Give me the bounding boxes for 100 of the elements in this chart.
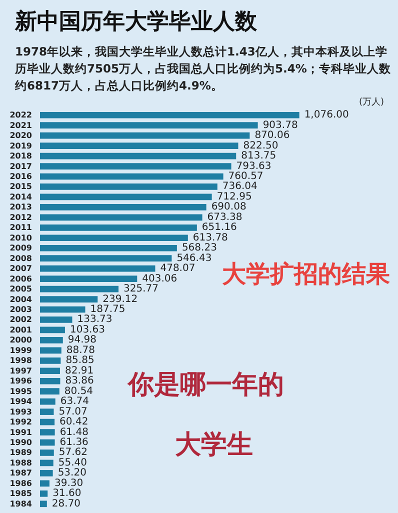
bar (40, 408, 54, 415)
bar (40, 255, 172, 262)
data-label: 613.78 (192, 232, 228, 244)
data-label: 478.07 (160, 263, 196, 274)
data-label: 239.12 (102, 294, 138, 305)
bar (40, 152, 236, 160)
data-label: 39.30 (54, 478, 84, 489)
bar (40, 184, 218, 190)
data-label: 61.36 (60, 437, 88, 448)
y-tick-label: 2002 (10, 315, 32, 324)
y-tick-label: 2019 (10, 141, 32, 150)
y-tick-label: 2004 (10, 294, 32, 304)
data-label: 822.50 (243, 140, 278, 152)
y-tick-label: 1998 (10, 356, 32, 366)
y-tick-label: 1999 (10, 346, 32, 355)
data-label: 85.85 (66, 355, 94, 366)
bar (40, 234, 188, 242)
data-label: 813.75 (241, 150, 276, 162)
bar (40, 470, 53, 476)
data-label: 82.91 (64, 365, 94, 376)
y-tick-label: 1993 (10, 407, 32, 416)
bar (40, 173, 224, 180)
bar (40, 316, 72, 323)
y-tick-label: 1997 (10, 366, 32, 376)
y-tick-label: 1986 (10, 478, 32, 488)
y-tick-label: 2010 (10, 233, 32, 242)
bar (40, 142, 238, 149)
bar (40, 276, 138, 282)
bar (40, 244, 177, 252)
y-tick-label: 2007 (10, 264, 32, 274)
data-label: 83.86 (65, 376, 94, 387)
bar (40, 286, 119, 292)
bar (40, 204, 206, 210)
data-label: 31.60 (52, 488, 82, 500)
bar (40, 418, 55, 426)
data-label: 870.06 (254, 130, 290, 142)
y-tick-label: 2018 (10, 152, 32, 161)
data-label: 673.38 (207, 212, 242, 223)
data-label: 568.23 (182, 242, 217, 254)
data-label: 88.78 (66, 344, 96, 356)
bar (40, 214, 202, 221)
data-label: 760.57 (228, 171, 264, 182)
y-tick-label: 2020 (10, 131, 32, 140)
y-tick-label: 2021 (10, 120, 32, 130)
data-label: 325.77 (124, 284, 159, 295)
bar (40, 122, 258, 129)
bar (40, 194, 212, 200)
bar (40, 429, 55, 436)
bar (40, 388, 60, 395)
data-label: 80.54 (64, 386, 94, 397)
y-tick-label: 1985 (10, 489, 32, 498)
bar (40, 132, 250, 139)
y-tick-label: 2009 (10, 244, 32, 253)
bar (40, 337, 63, 344)
y-tick-label: 1995 (10, 386, 32, 396)
bar (40, 480, 50, 487)
y-tick-label: 1994 (10, 397, 32, 406)
annotation: 大学扩招的结果 (222, 260, 390, 288)
bar (40, 450, 54, 456)
y-tick-label: 1990 (10, 438, 32, 447)
y-tick-label: 2006 (10, 274, 32, 284)
data-label: 1,076.00 (304, 110, 349, 121)
annotation: 大学生 (175, 430, 253, 460)
bar (40, 378, 60, 384)
data-label: 187.75 (90, 304, 126, 315)
y-tick-label: 2013 (10, 202, 32, 212)
y-tick-label: 2011 (10, 223, 32, 232)
y-tick-label: 1987 (10, 468, 32, 478)
y-tick-label: 2016 (10, 172, 32, 181)
bar (40, 368, 60, 374)
bar (40, 439, 55, 446)
bar (40, 357, 61, 364)
data-label: 28.70 (52, 498, 81, 510)
bar (40, 112, 300, 118)
data-label: 94.98 (68, 334, 97, 346)
data-label: 61.48 (60, 426, 88, 438)
data-label: 63.74 (60, 396, 89, 408)
data-label: 57.07 (58, 406, 88, 418)
y-tick-label: 2014 (10, 192, 32, 202)
y-tick-label: 1996 (10, 376, 32, 386)
y-tick-label: 2005 (10, 284, 32, 294)
chart-title: 新中国历年大学毕业人数 (14, 8, 258, 34)
bar (40, 163, 232, 170)
y-tick-label: 1989 (10, 448, 32, 458)
y-tick-label: 1991 (10, 428, 32, 437)
y-tick-label: 1984 (10, 499, 32, 508)
y-tick-label: 2015 (10, 182, 32, 192)
bar (40, 224, 197, 231)
data-label: 546.43 (176, 252, 212, 264)
data-label: 736.04 (222, 181, 258, 192)
data-label: 690.08 (211, 202, 246, 213)
bar (40, 306, 86, 313)
y-tick-label: 2022 (10, 110, 32, 120)
chart-subtitle: 1978年以来，我国大学生毕业人数总计1.43亿人，其中本科及以上学历毕业人数约7505万人，占我国总人口比例约为5.4%；专科毕业人数约6817万人，占总人口比例约4.9%。 (14, 44, 392, 92)
data-label: 53.20 (58, 468, 86, 479)
y-tick-label: 2003 (10, 305, 32, 314)
data-label: 133.73 (77, 314, 112, 326)
bar (40, 398, 56, 405)
bar (40, 460, 54, 466)
data-label: 651.16 (202, 222, 237, 234)
